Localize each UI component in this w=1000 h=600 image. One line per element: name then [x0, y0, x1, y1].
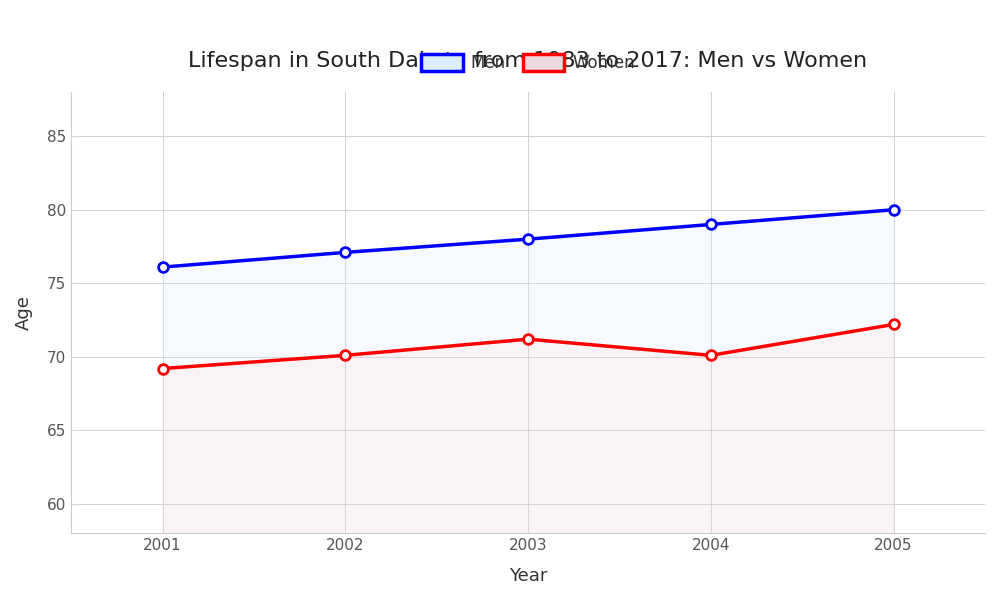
Legend: Men, Women: Men, Women — [414, 47, 642, 79]
X-axis label: Year: Year — [509, 567, 547, 585]
Title: Lifespan in South Dakota from 1983 to 2017: Men vs Women: Lifespan in South Dakota from 1983 to 20… — [188, 51, 868, 71]
Y-axis label: Age: Age — [15, 295, 33, 330]
